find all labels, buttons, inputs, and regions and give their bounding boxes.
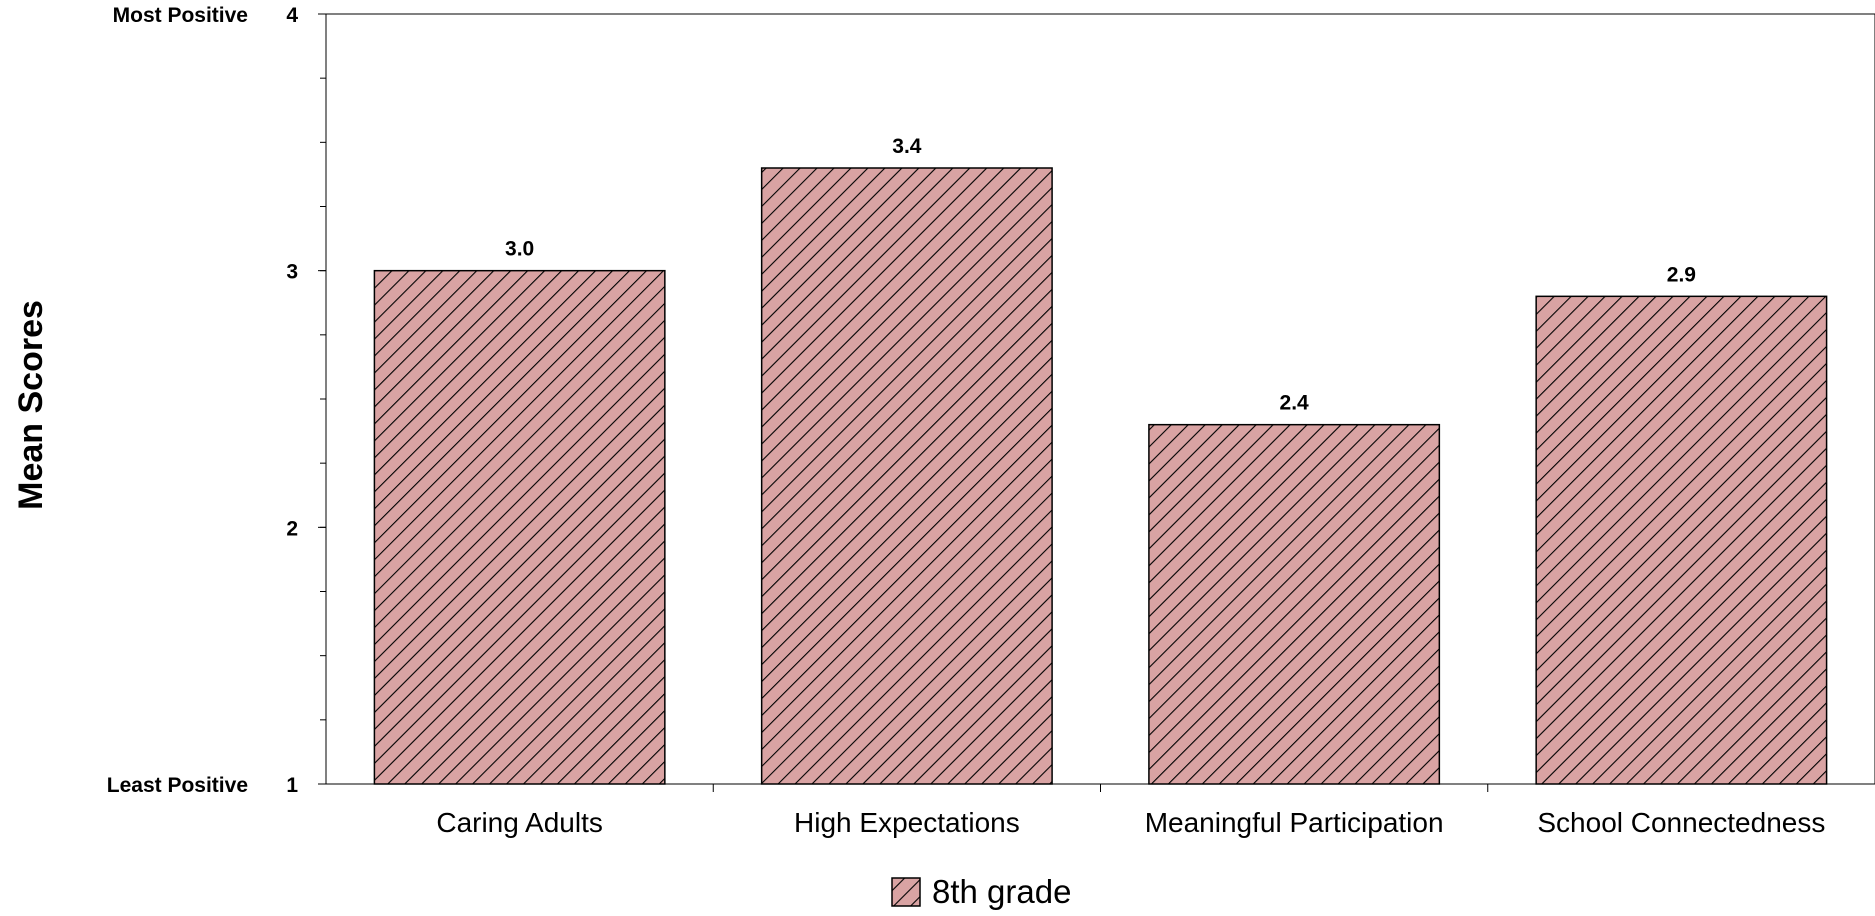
bar-school-connectedness bbox=[1535, 295, 1828, 785]
legend-label: 8th grade bbox=[932, 873, 1071, 910]
data-label: 2.9 bbox=[1667, 263, 1696, 286]
x-category-label: School Connectedness bbox=[1537, 807, 1825, 838]
y-tick-label: 1 bbox=[286, 774, 298, 797]
data-label: 3.4 bbox=[892, 135, 922, 158]
data-label: 2.4 bbox=[1280, 392, 1310, 415]
y-axis-title: Mean Scores bbox=[12, 300, 50, 510]
x-category-label: High Expectations bbox=[794, 807, 1020, 838]
data-label: 3.0 bbox=[505, 238, 534, 261]
y-tick-label: 4 bbox=[286, 4, 298, 27]
y-tick-label: 2 bbox=[286, 517, 298, 540]
bar-high-expectations bbox=[760, 167, 1053, 785]
x-category-label: Meaningful Participation bbox=[1145, 807, 1444, 838]
y-tick-descriptor: Least Positive bbox=[107, 774, 248, 797]
legend: 8th grade bbox=[891, 873, 1071, 910]
x-category-label: Caring Adults bbox=[436, 807, 603, 838]
legend-swatch bbox=[891, 877, 921, 907]
bar-meaningful-participation bbox=[1148, 423, 1441, 785]
y-tick-descriptor: Most Positive bbox=[113, 4, 248, 27]
y-tick-label: 3 bbox=[286, 261, 298, 284]
bar-caring-adults bbox=[373, 269, 666, 785]
